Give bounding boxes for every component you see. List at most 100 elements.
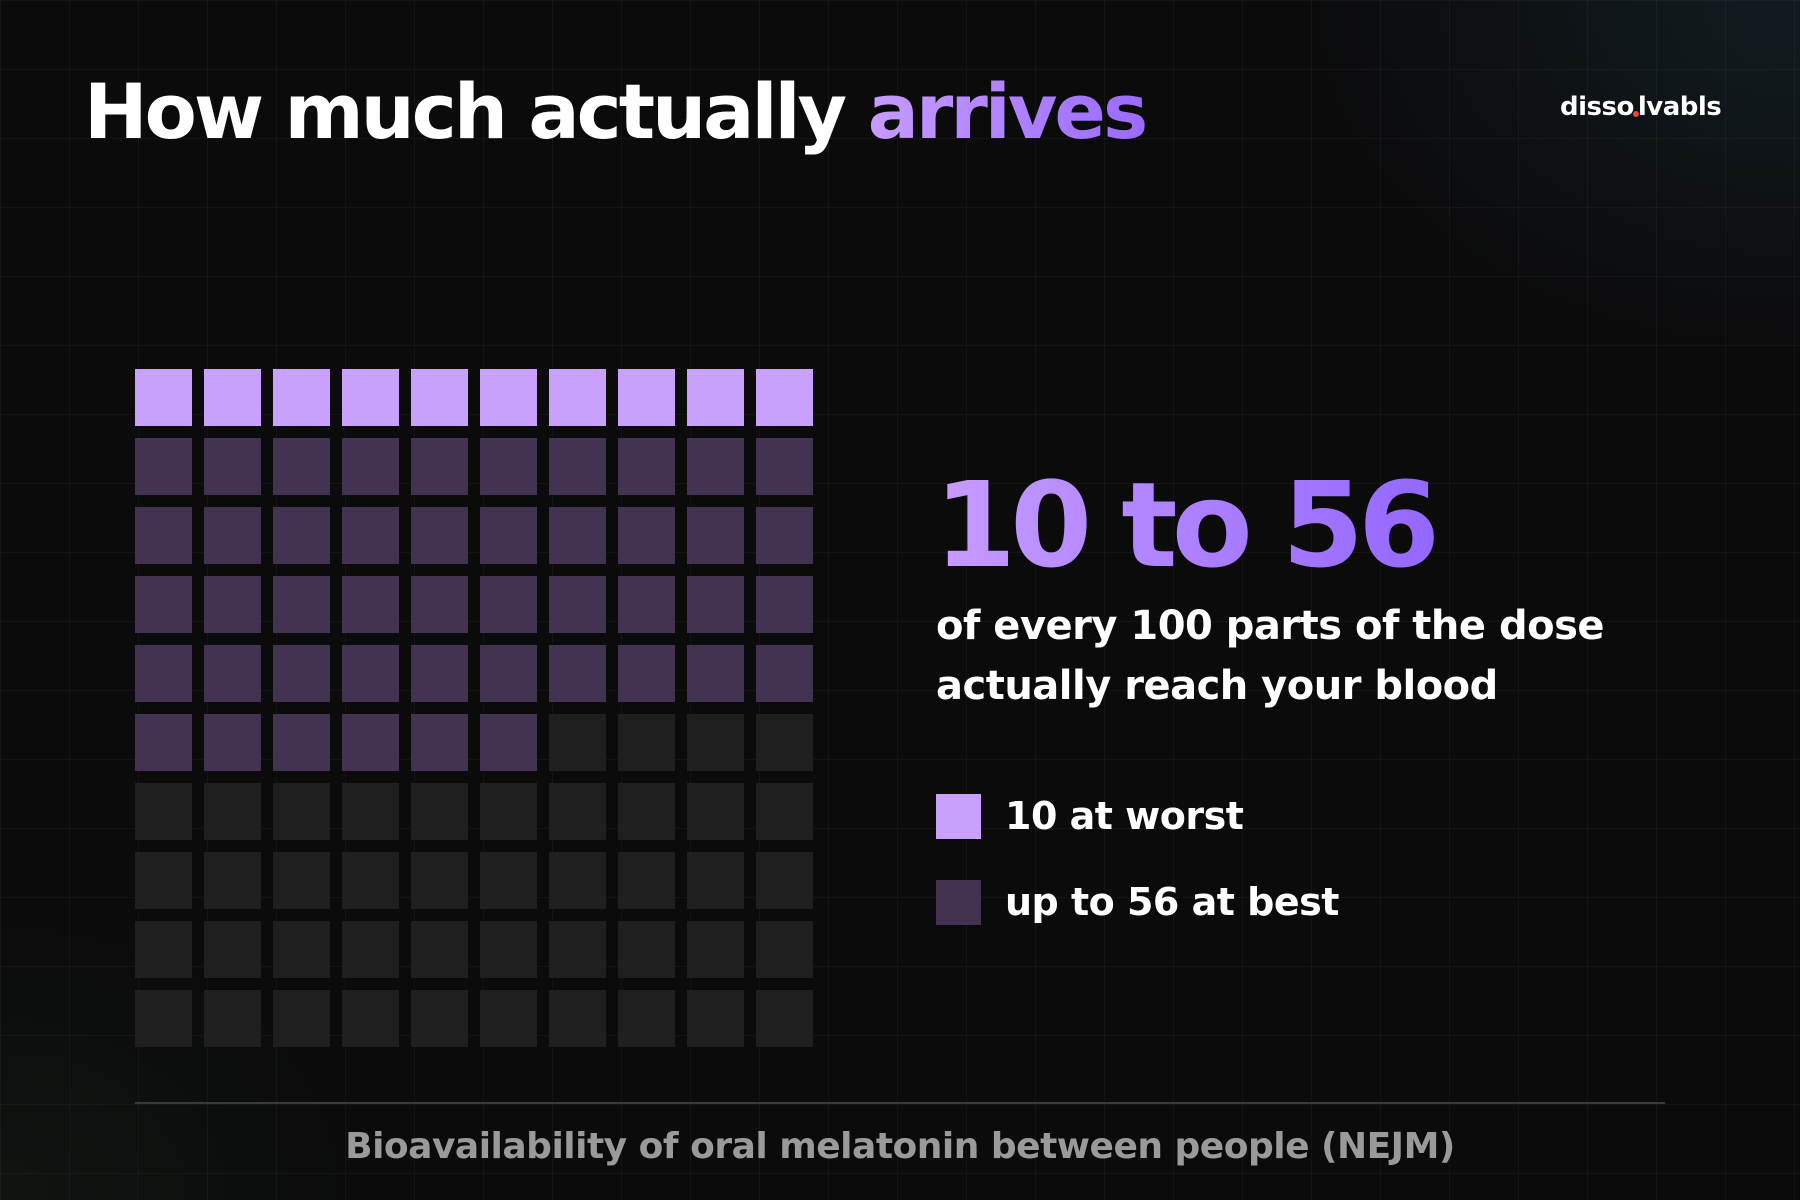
legend-swatch-best: [936, 879, 981, 925]
waffle-cell-best: [273, 714, 330, 771]
waffle-cell-empty: [411, 921, 468, 978]
waffle-cell-best: [135, 576, 192, 633]
logo-text-start: disso: [1560, 92, 1634, 122]
legend-swatch-worst: [936, 793, 981, 839]
waffle-cell-empty: [204, 783, 261, 840]
waffle-cell-worst: [135, 369, 192, 426]
waffle-cell-worst: [411, 369, 468, 426]
waffle-cell-empty: [756, 852, 813, 909]
waffle-cell-best: [618, 507, 675, 564]
logo-text-end: lvabls: [1637, 92, 1722, 122]
waffle-cell-empty: [480, 852, 537, 909]
waffle-cell-empty: [273, 990, 330, 1047]
waffle-cell-best: [756, 507, 813, 564]
waffle-cell-worst: [687, 369, 744, 426]
waffle-cell-empty: [756, 921, 813, 978]
waffle-cell-best: [687, 507, 744, 564]
waffle-cell-best: [342, 576, 399, 633]
title-accent: arrives: [867, 67, 1149, 156]
waffle-cell-best: [549, 576, 606, 633]
waffle-cell-best: [411, 645, 468, 702]
waffle-cell-empty: [549, 783, 606, 840]
waffle-cell-best: [480, 438, 537, 495]
waffle-cell-best: [204, 645, 261, 702]
waffle-cell-best: [687, 576, 744, 633]
waffle-cell-empty: [342, 990, 399, 1047]
waffle-cell-empty: [411, 852, 468, 909]
legend-item-worst: 10 at worst: [936, 793, 1244, 839]
waffle-cell-best: [411, 507, 468, 564]
waffle-cell-empty: [273, 783, 330, 840]
waffle-cell-best: [273, 576, 330, 633]
waffle-cell-best: [342, 645, 399, 702]
waffle-cell-empty: [342, 783, 399, 840]
waffle-cell-best: [273, 645, 330, 702]
legend-label-best: up to 56 at best: [1005, 880, 1339, 924]
waffle-cell-best: [204, 576, 261, 633]
footer-divider: [135, 1102, 1665, 1104]
waffle-cell-empty: [135, 921, 192, 978]
waffle-cell-best: [342, 714, 399, 771]
waffle-cell-best: [756, 645, 813, 702]
waffle-cell-empty: [273, 852, 330, 909]
waffle-cell-empty: [135, 852, 192, 909]
waffle-cell-empty: [687, 921, 744, 978]
waffle-cell-empty: [342, 852, 399, 909]
waffle-cell-empty: [687, 714, 744, 771]
waffle-cell-empty: [135, 783, 192, 840]
waffle-cell-best: [273, 507, 330, 564]
waffle-cell-best: [480, 576, 537, 633]
waffle-cell-best: [204, 438, 261, 495]
waffle-cell-worst: [273, 369, 330, 426]
waffle-cell-empty: [687, 783, 744, 840]
waffle-cell-empty: [618, 852, 675, 909]
waffle-cell-best: [480, 645, 537, 702]
waffle-cell-best: [756, 438, 813, 495]
waffle-cell-empty: [549, 921, 606, 978]
waffle-cell-best: [135, 438, 192, 495]
waffle-cell-best: [480, 507, 537, 564]
waffle-cell-empty: [756, 714, 813, 771]
brand-logo: disso lvabls: [1560, 92, 1722, 122]
waffle-cell-empty: [480, 783, 537, 840]
waffle-cell-empty: [618, 921, 675, 978]
waffle-cell-empty: [549, 714, 606, 771]
waffle-cell-best: [342, 438, 399, 495]
waffle-cell-best: [204, 507, 261, 564]
waffle-cell-empty: [135, 990, 192, 1047]
waffle-cell-best: [342, 507, 399, 564]
waffle-cell-best: [618, 576, 675, 633]
waffle-cell-empty: [549, 990, 606, 1047]
waffle-cell-empty: [273, 921, 330, 978]
waffle-cell-worst: [204, 369, 261, 426]
waffle-cell-best: [135, 714, 192, 771]
waffle-cell-worst: [618, 369, 675, 426]
waffle-cell-worst: [756, 369, 813, 426]
waffle-cell-empty: [480, 921, 537, 978]
waffle-cell-best: [549, 507, 606, 564]
waffle-cell-empty: [756, 990, 813, 1047]
headline-range: 10 to 56: [934, 456, 1440, 594]
waffle-cell-best: [411, 576, 468, 633]
waffle-cell-worst: [549, 369, 606, 426]
waffle-cell-best: [411, 714, 468, 771]
waffle-cell-worst: [480, 369, 537, 426]
logo-dot-icon: [1632, 111, 1639, 117]
waffle-cell-best: [618, 438, 675, 495]
waffle-cell-empty: [204, 852, 261, 909]
headline-description: of every 100 parts of the dose actually …: [936, 603, 1605, 709]
waffle-cell-best: [549, 645, 606, 702]
waffle-cell-empty: [204, 921, 261, 978]
waffle-chart: [135, 369, 815, 1047]
waffle-cell-best: [480, 714, 537, 771]
legend-item-best: up to 56 at best: [936, 879, 1339, 925]
waffle-cell-best: [411, 438, 468, 495]
waffle-cell-empty: [411, 783, 468, 840]
waffle-cell-empty: [204, 990, 261, 1047]
waffle-cell-best: [756, 576, 813, 633]
waffle-cell-best: [135, 645, 192, 702]
waffle-cell-empty: [549, 852, 606, 909]
source-caption: Bioavailability of oral melatonin betwee…: [345, 1126, 1455, 1167]
page-title: How much actually arrives: [84, 62, 1149, 162]
